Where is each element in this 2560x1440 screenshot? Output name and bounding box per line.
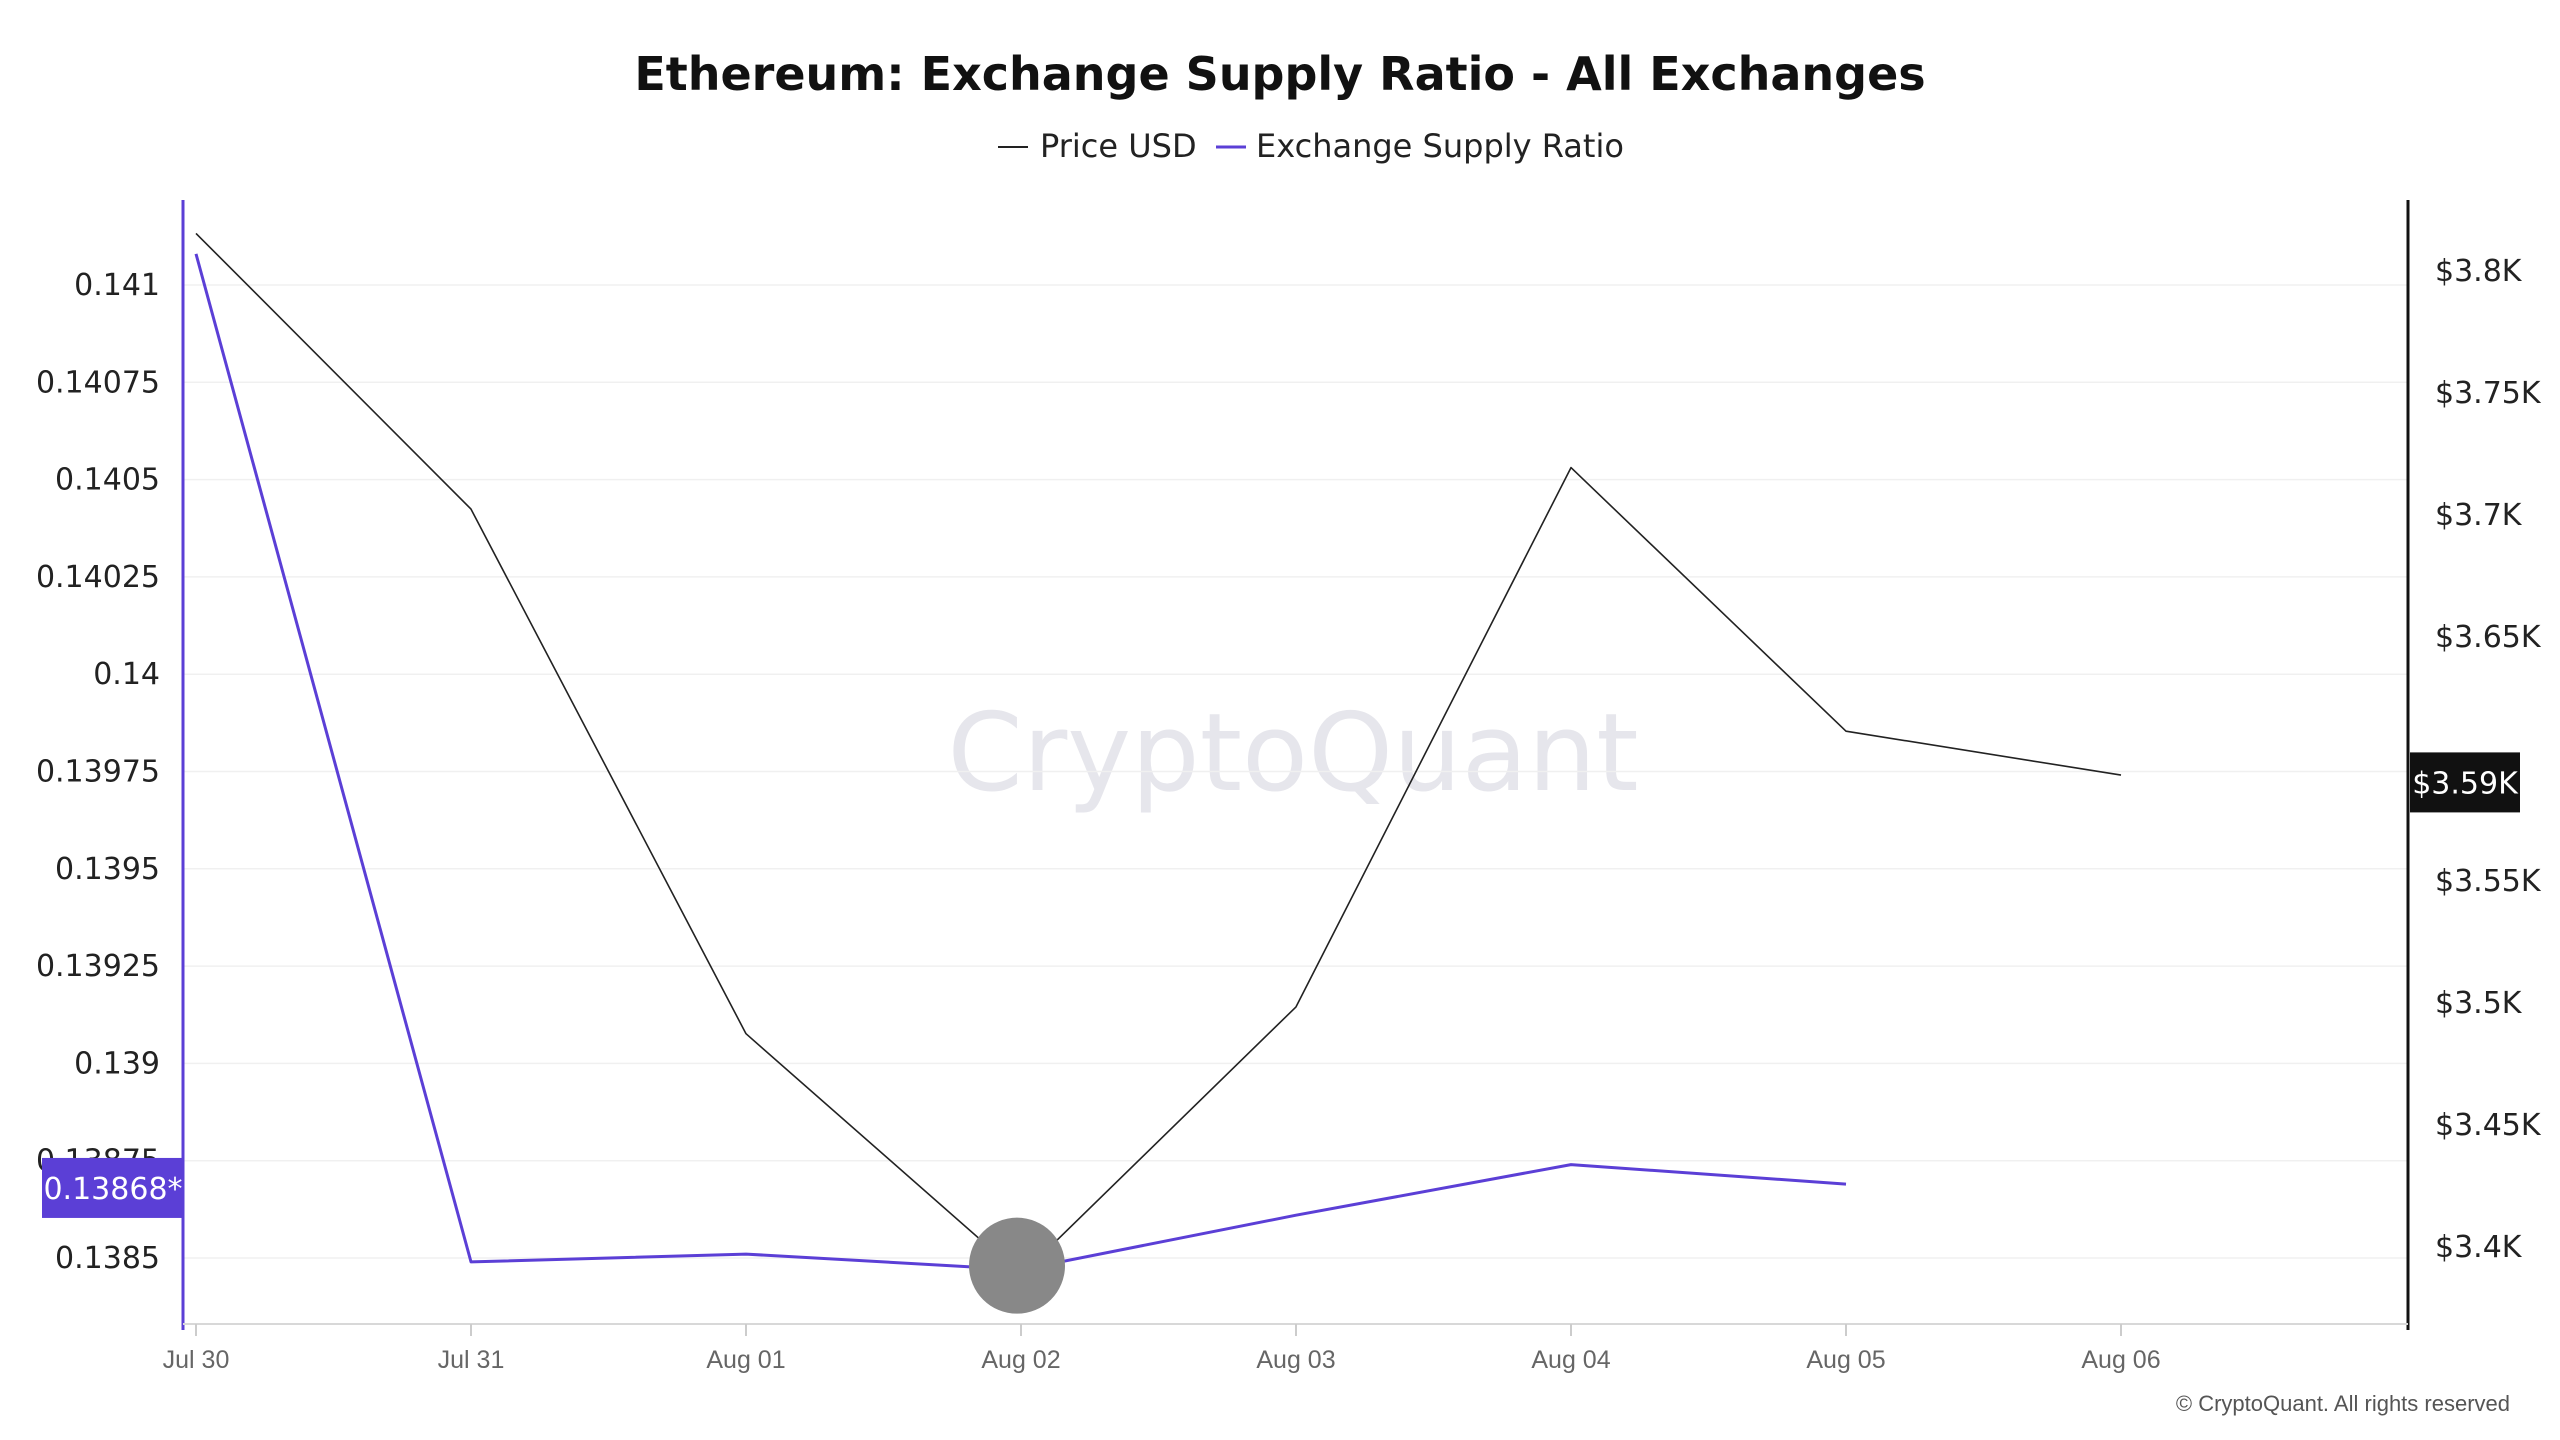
supply-ratio-point[interactable] [1568, 1162, 1574, 1168]
axes: 0.13850.138750.1390.139250.13950.139750.… [36, 200, 2542, 1374]
left-axis-tick-label: 0.14025 [36, 560, 160, 595]
price-line[interactable] [195, 232, 2122, 1277]
right-current-value-label: $3.59K [2412, 766, 2519, 801]
legend: Price USD Exchange Supply Ratio [998, 127, 1624, 165]
legend-item-price[interactable]: Price USD [998, 127, 1197, 165]
right-axis-tick-label: $3.5K [2435, 986, 2523, 1021]
x-axis-tick-label: Aug 03 [1256, 1346, 1335, 1374]
right-axis-tick-label: $3.7K [2435, 498, 2523, 533]
right-axis-tick-label: $3.55K [2435, 864, 2542, 899]
supply-ratio-point[interactable] [1843, 1181, 1849, 1187]
left-axis-tick-label: 0.139 [74, 1046, 160, 1081]
left-axis-tick-label: 0.141 [74, 268, 160, 303]
left-axis-tick-label: 0.14 [93, 657, 160, 692]
right-axis-tick-label: $3.45K [2435, 1108, 2542, 1143]
legend-label-supply-ratio: Exchange Supply Ratio [1256, 127, 1624, 165]
right-axis-tick-label: $3.8K [2435, 254, 2523, 289]
x-axis-tick-label: Aug 05 [1806, 1346, 1885, 1374]
supply-ratio-point[interactable] [1293, 1212, 1299, 1218]
price-point[interactable] [743, 1031, 749, 1037]
x-axis-tick-label: Aug 06 [2081, 1346, 2160, 1374]
right-current-value-badge [2410, 752, 2520, 813]
left-axis-tick-label: 0.1405 [55, 463, 160, 498]
price-point[interactable] [1568, 465, 1574, 471]
right-axis-tick-label: $3.75K [2435, 376, 2542, 411]
supply-ratio-point[interactable] [193, 251, 199, 257]
x-axis-tick-label: Aug 01 [706, 1346, 785, 1374]
right-axis-tick-label: $3.65K [2435, 620, 2542, 655]
gridlines [183, 284, 2408, 1259]
price-point[interactable] [1293, 1004, 1299, 1010]
chart-title: Ethereum: Exchange Supply Ratio - All Ex… [634, 47, 1925, 101]
x-axis-tick-label: Jul 30 [163, 1346, 230, 1374]
legend-item-supply-ratio[interactable]: Exchange Supply Ratio [1216, 127, 1624, 165]
series [193, 230, 2124, 1314]
x-axis-tick-label: Jul 31 [438, 1346, 505, 1374]
price-point[interactable] [1843, 728, 1849, 734]
left-current-value-label: 0.13868* [43, 1172, 182, 1207]
x-axis-tick-label: Aug 04 [1531, 1346, 1610, 1374]
left-axis-tick-label: 0.13925 [36, 949, 160, 984]
supply-ratio-point[interactable] [468, 1259, 474, 1265]
right-axis-tick-label: $3.4K [2435, 1230, 2523, 1265]
price-point[interactable] [193, 230, 199, 236]
left-axis-tick-label: 0.13975 [36, 755, 160, 790]
current-value-badges: 0.13868* $3.59K [42, 752, 2520, 1218]
price-point[interactable] [2118, 772, 2124, 778]
copyright-notice: © CryptoQuant. All rights reserved [2176, 1391, 2510, 1416]
x-axis-tick-label: Aug 02 [981, 1346, 1060, 1374]
watermark: CryptoQuant [947, 691, 1638, 816]
left-axis-tick-label: 0.1385 [55, 1241, 160, 1276]
price-point[interactable] [468, 506, 474, 512]
supply-ratio-point[interactable] [743, 1251, 749, 1257]
hover-marker[interactable] [969, 1217, 1065, 1314]
left-axis-tick-label: 0.1395 [55, 852, 160, 887]
left-current-value-badge [42, 1157, 184, 1218]
left-axis-tick-label: 0.14075 [36, 365, 160, 400]
legend-label-price: Price USD [1040, 127, 1197, 165]
